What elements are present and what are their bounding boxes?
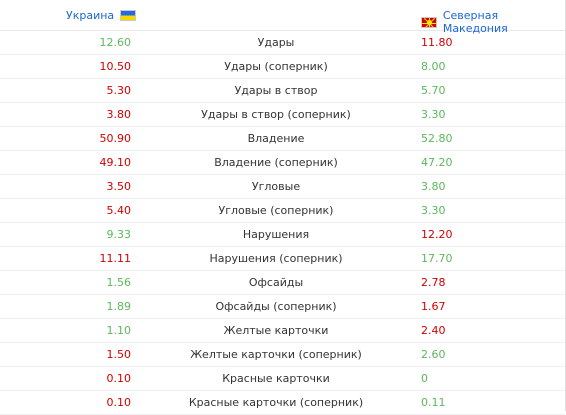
home-stat-value: 11.11 (99, 252, 132, 265)
away-stat-value: 11.80 (421, 36, 453, 49)
stat-row: 50.90 Владение 52.80 (0, 127, 565, 151)
stat-label: Удары (соперник) (224, 60, 328, 73)
away-team-name[interactable]: Северная Македония (442, 9, 508, 35)
away-stat-value: 0.11 (421, 396, 446, 409)
home-stat-value: 9.33 (106, 228, 132, 241)
stat-label: Красные карточки (222, 372, 330, 385)
stat-label: Угловые (251, 180, 301, 193)
away-stat-value: 0 (421, 372, 428, 385)
stat-label: Владение (247, 132, 305, 145)
home-stat-value: 10.50 (99, 60, 132, 73)
away-team[interactable]: Северная Македония (421, 9, 565, 35)
stat-label: Красные карточки (соперник) (188, 396, 364, 409)
stat-row: 9.33 Нарушения 12.20 (0, 223, 565, 247)
stat-row: 5.30 Удары в створ 5.70 (0, 79, 565, 103)
teams-header: Украина Северная Македония (0, 0, 565, 35)
away-stat-value: 17.70 (421, 252, 453, 265)
home-stat-value: 1.10 (106, 324, 132, 337)
stat-label: Удары (257, 36, 295, 49)
stat-row: 10.50 Удары (соперник) 8.00 (0, 55, 565, 79)
away-stat-value: 2.40 (421, 324, 446, 337)
stat-rows: 12.60 Удары 11.80 10.50 Удары (соперник) 8.00… (0, 31, 565, 415)
home-stat-value: 5.40 (106, 204, 132, 217)
away-stat-value: 2.78 (421, 276, 446, 289)
stat-row: 5.40 Угловые (соперник) 3.30 (0, 199, 565, 223)
away-stat-value: 3.30 (421, 204, 446, 217)
home-stat-value: 1.56 (106, 276, 132, 289)
stat-row: 1.56 Офсайды 2.78 (0, 271, 565, 295)
stat-label: Угловые (соперник) (218, 204, 334, 217)
home-stat-value: 0.10 (106, 372, 132, 385)
away-stat-value: 12.20 (421, 228, 453, 241)
away-stat-value: 8.00 (421, 60, 446, 73)
stat-label: Удары в створ (234, 84, 318, 97)
stat-row: 0.10 Красные карточки (соперник) 0.11 (0, 391, 565, 415)
stat-row: 1.50 Желтые карточки (соперник) 2.60 (0, 343, 565, 367)
ukraine-flag-icon (120, 10, 137, 21)
home-stat-value: 50.90 (99, 132, 132, 145)
home-team-name[interactable]: Украина (66, 9, 115, 22)
away-stat-value: 52.80 (421, 132, 453, 145)
stat-row: 1.10 Желтые карточки 2.40 (0, 319, 565, 343)
stat-row: 3.50 Угловые 3.80 (0, 175, 565, 199)
stat-row: 1.89 Офсайды (соперник) 1.67 (0, 295, 565, 319)
home-stat-value: 12.60 (99, 36, 132, 49)
away-stat-value: 3.30 (421, 108, 446, 121)
north-macedonia-flag-icon (421, 16, 437, 28)
stat-label: Нарушения (соперник) (209, 252, 343, 265)
stat-row: 0.10 Красные карточки 0 (0, 367, 565, 391)
stat-label: Офсайды (соперник) (215, 300, 337, 313)
home-stat-value: 1.89 (106, 300, 132, 313)
stat-row: 11.11 Нарушения (соперник) 17.70 (0, 247, 565, 271)
stat-row: 49.10 Владение (соперник) 47.20 (0, 151, 565, 175)
stat-row: 3.80 Удары в створ (соперник) 3.30 (0, 103, 565, 127)
away-stat-value: 3.80 (421, 180, 446, 193)
stat-label: Владение (соперник) (214, 156, 338, 169)
home-stat-value: 1.50 (106, 348, 132, 361)
home-stat-value: 3.50 (106, 180, 132, 193)
stat-label: Нарушения (242, 228, 310, 241)
away-stat-value: 2.60 (421, 348, 446, 361)
stat-label: Желтые карточки (соперник) (190, 348, 362, 361)
home-stat-value: 3.80 (106, 108, 132, 121)
away-stat-value: 47.20 (421, 156, 453, 169)
away-stat-value: 1.67 (421, 300, 446, 313)
home-team[interactable]: Украина (66, 9, 137, 22)
home-stat-value: 5.30 (106, 84, 132, 97)
stat-label: Желтые карточки (223, 324, 329, 337)
stat-row: 12.60 Удары 11.80 (0, 31, 565, 55)
stat-label: Офсайды (248, 276, 304, 289)
home-stat-value: 0.10 (106, 396, 132, 409)
away-stat-value: 5.70 (421, 84, 446, 97)
stat-label: Удары в створ (соперник) (201, 108, 351, 121)
home-stat-value: 49.10 (99, 156, 132, 169)
